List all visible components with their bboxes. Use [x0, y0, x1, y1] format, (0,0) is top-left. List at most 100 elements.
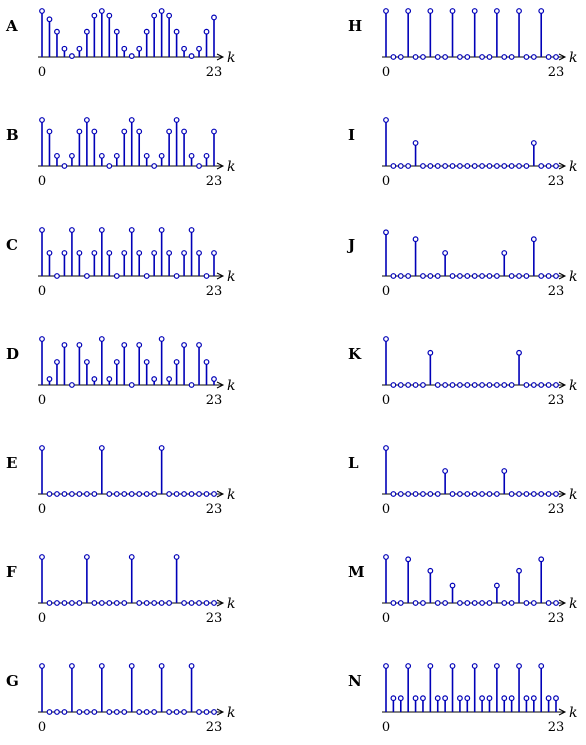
stem-marker: [486, 600, 493, 606]
stem-marker: [91, 128, 98, 135]
stem-marker: [427, 273, 434, 279]
stem-marker: [83, 117, 90, 123]
stem-marker: [61, 709, 68, 715]
stem-marker: [516, 163, 522, 169]
stem-marker: [136, 342, 143, 348]
stem-marker: [69, 152, 75, 159]
stem-marker: [464, 600, 471, 606]
stem-marker: [188, 663, 195, 669]
stem-marker: [501, 250, 508, 256]
tick-label-end: 23: [206, 720, 223, 735]
stem-marker: [76, 491, 83, 497]
stem-marker: [113, 491, 120, 497]
stem-marker: [545, 600, 552, 606]
stem-marker: [121, 250, 128, 256]
stem-marker: [181, 128, 187, 135]
stem-marker: [166, 250, 173, 256]
plot-label: I: [348, 126, 355, 144]
stem-marker: [203, 359, 210, 365]
stem-marker: [434, 54, 441, 60]
stem-marker: [457, 163, 463, 169]
axis-arrow-icon: [558, 162, 567, 170]
stem-marker: [530, 140, 537, 146]
stem-marker: [188, 227, 195, 233]
stem-marker: [383, 8, 389, 14]
axis-arrow-icon: [216, 162, 225, 170]
stem-marker: [397, 163, 404, 169]
stem-marker: [196, 491, 202, 497]
stem-marker: [486, 695, 493, 702]
stem-marker: [523, 163, 530, 169]
stem-marker: [405, 273, 412, 279]
stem-marker: [151, 600, 158, 606]
stem-marker: [420, 695, 426, 702]
plot-label: C: [6, 236, 18, 254]
stem-marker: [420, 382, 426, 388]
stem-marker: [181, 709, 187, 715]
tick-label-end: 23: [206, 174, 223, 189]
stem-marker: [39, 227, 45, 233]
axis-arrow-icon: [216, 599, 225, 607]
plot-label: M: [348, 563, 365, 581]
plot-i: Ik 0 23: [348, 117, 577, 189]
tick-label-start: 0: [38, 720, 46, 735]
stem-marker: [76, 128, 83, 135]
stem-marker: [493, 491, 500, 497]
stem-marker: [39, 117, 45, 123]
plot-label: L: [348, 454, 359, 472]
stem-marker: [211, 250, 217, 256]
stem-marker: [397, 695, 404, 702]
stem-marker: [203, 600, 210, 606]
tick-label-start: 0: [38, 393, 46, 408]
stem-marker: [46, 491, 53, 497]
stem-marker: [457, 491, 463, 497]
stem-marker: [538, 163, 545, 169]
stem-marker: [464, 491, 471, 497]
stem-marker: [181, 491, 187, 497]
stem-marker: [121, 600, 128, 606]
stem-marker: [121, 128, 128, 135]
stem-marker: [434, 695, 441, 702]
stem-marker: [553, 54, 559, 60]
stem-marker: [46, 250, 53, 256]
stem-marker: [516, 491, 522, 497]
stem-marker: [471, 663, 478, 669]
stem-marker: [76, 250, 83, 256]
stem-marker: [516, 273, 522, 279]
stem-marker: [553, 491, 559, 497]
stem-marker: [136, 128, 143, 135]
stem-marker: [69, 227, 75, 233]
stem-marker: [457, 695, 463, 702]
stem-marker: [151, 163, 158, 169]
stem-marker: [553, 163, 559, 169]
stem-marker: [493, 273, 500, 279]
axis-arrow-icon: [558, 599, 567, 607]
stem-marker: [173, 554, 180, 560]
stem-marker: [136, 709, 143, 715]
stem-marker: [166, 128, 173, 135]
stem-marker: [143, 28, 150, 35]
axis-arrow-icon: [216, 381, 225, 389]
stem-marker: [434, 600, 441, 606]
plot-label: A: [5, 17, 18, 35]
stem-marker: [442, 600, 449, 606]
plot-m: Mk 0 23: [348, 554, 577, 626]
tick-label-end: 23: [548, 720, 565, 735]
plot-b: Bk 0 23: [6, 117, 235, 189]
plot-g: Gk 0 23: [6, 663, 235, 735]
stem-marker: [203, 709, 210, 715]
plot-label: B: [6, 126, 19, 144]
stem-marker: [545, 491, 552, 497]
stem-marker: [486, 54, 493, 60]
axis-variable: k: [227, 596, 235, 612]
stem-marker: [471, 273, 478, 279]
stem-marker: [501, 695, 508, 702]
stem-marker: [61, 491, 68, 497]
stem-marker: [516, 663, 522, 669]
stem-marker: [166, 12, 173, 19]
stem-marker: [390, 695, 397, 702]
stem-marker: [493, 8, 500, 14]
plot-l: Lk 0 23: [348, 445, 577, 517]
stem-marker: [196, 45, 202, 52]
stem-marker: [405, 163, 412, 169]
